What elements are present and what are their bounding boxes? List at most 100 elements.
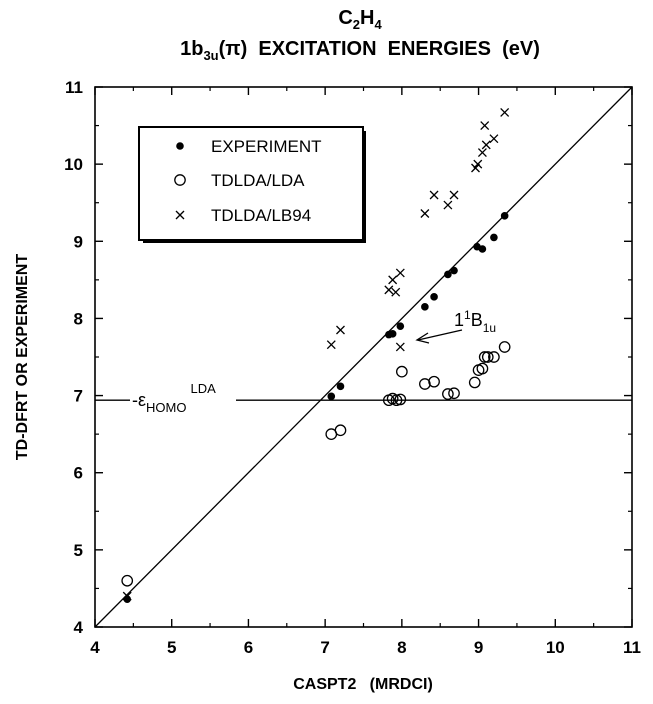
chart-title: 1b3u(π) EXCITATION ENERGIES (eV) (180, 38, 540, 63)
data-point-tdlda-lda (478, 351, 491, 363)
cross-stroke (395, 342, 405, 352)
data-point-experiment (500, 212, 509, 220)
data-point-tdlda-lda (468, 376, 481, 389)
x-tick-label: 10 (546, 638, 565, 657)
cross-stroke (420, 209, 430, 218)
legend-box-shadow (362, 131, 366, 243)
series-tdlda-lda (121, 341, 511, 587)
legend-box-shadow-bottom (143, 239, 366, 243)
data-point-tdlda-lda (390, 394, 403, 407)
hline-label: -εHOMOLDA (130, 378, 236, 415)
data-point-tdlda-lb94 (122, 591, 132, 601)
cross-stroke (122, 591, 132, 601)
data-point-tdlda-lda (488, 351, 500, 363)
y-tick-label: 4 (74, 618, 84, 637)
legend-item-experiment: EXPERIMENT (176, 137, 322, 156)
data-point-experiment (327, 392, 336, 401)
data-point-tdlda-lda (448, 387, 460, 400)
x-tick-label: 11 (623, 638, 641, 657)
data-point-tdlda-lda (394, 393, 407, 406)
data-point-experiment (478, 245, 487, 253)
data-point-tdlda-lb94 (420, 209, 430, 218)
cross-stroke (443, 200, 453, 210)
cross-stroke (429, 190, 439, 200)
data-point-tdlda-lb94 (388, 275, 398, 285)
cross-stroke (391, 287, 401, 297)
y-tick-label: 9 (74, 232, 83, 251)
x-tick-label: 5 (167, 638, 176, 657)
data-point-tdlda-lda (396, 365, 408, 378)
x-axis-label: CASPT2 (MRDCI) (293, 676, 433, 693)
x-tick-label: 4 (90, 638, 100, 657)
legend-marker-open-circle (174, 174, 186, 186)
cross-stroke (473, 159, 483, 169)
data-point-tdlda-lda (428, 375, 440, 388)
data-point-tdlda-lb94 (500, 107, 510, 117)
axis-ticks: 4 5 6 7 8 9 10 11 4 5 6 7 8 9 10 11 (64, 78, 641, 657)
annotation-arrow (415, 329, 463, 344)
data-point-tdlda-lb94 (477, 148, 487, 158)
cross-stroke (500, 107, 510, 117)
y-tick-label: 8 (74, 309, 83, 328)
data-point-experiment (421, 303, 429, 311)
data-point-tdlda-lb94 (391, 287, 401, 297)
x-tick-label: 9 (474, 638, 483, 657)
data-point-tdlda-lda (334, 424, 347, 437)
x-tick-label: 8 (397, 638, 406, 657)
data-point-tdlda-lda (498, 341, 511, 353)
y-axis-label: TD-DFRT OR EXPERIMENT (14, 254, 31, 460)
legend-item-tdlda-lb94: TDLDA/LB94 (175, 206, 311, 225)
data-point-experiment (336, 382, 345, 391)
legend: EXPERIMENT TDLDA/LDA TDLDA/LB94 (138, 126, 366, 243)
hline-label-background (130, 378, 236, 414)
data-point-tdlda-lda (476, 362, 489, 375)
cross-stroke (395, 268, 405, 278)
data-point-experiment (444, 270, 452, 279)
data-point-tdlda-lda (121, 574, 134, 587)
legend-label-experiment: EXPERIMENT (211, 137, 322, 156)
y-tick-label: 7 (74, 387, 83, 406)
data-point-tdlda-lb94 (443, 200, 453, 210)
diagonal-line (94, 86, 633, 628)
series-tdlda-lb94 (122, 107, 510, 601)
data-point-experiment (430, 293, 438, 301)
y-tick-label: 6 (74, 464, 83, 483)
cross-stroke (489, 134, 499, 144)
data-point-tdlda-lb94 (480, 121, 490, 131)
data-point-tdlda-lb94 (473, 159, 483, 169)
data-point-tdlda-lda (481, 351, 494, 363)
legend-label-tdlda-lb94: TDLDA/LB94 (211, 206, 311, 225)
cross-stroke (388, 275, 398, 285)
data-point-tdlda-lb94 (489, 134, 499, 144)
cross-stroke (336, 325, 345, 335)
legend-label-tdlda-lda: TDLDA/LDA (211, 171, 305, 190)
data-point-experiment (450, 266, 458, 275)
cross-stroke (480, 121, 490, 131)
legend-item-tdlda-lda: TDLDA/LDA (174, 171, 305, 190)
x-tick-label: 7 (320, 638, 329, 657)
x-tick-label: 6 (244, 638, 253, 657)
chart-title-formula: C2H4 (338, 7, 382, 32)
data-point-experiment (490, 233, 498, 242)
data-point-tdlda-lb94 (449, 190, 459, 200)
data-point-tdlda-lb94 (429, 190, 439, 200)
data-point-experiment (396, 322, 405, 330)
y-tick-label: 11 (65, 78, 83, 97)
cross-stroke (326, 340, 336, 350)
data-point-experiment (388, 330, 397, 338)
legend-marker-filled-circle (176, 142, 184, 150)
y-tick-label: 10 (64, 155, 83, 174)
data-point-tdlda-lb94 (481, 140, 491, 150)
annotation-label: 11B1u (454, 308, 496, 335)
data-points (121, 107, 511, 604)
data-point-tdlda-lb94 (336, 325, 345, 335)
data-point-tdlda-lb94 (326, 340, 336, 350)
cross-stroke (384, 285, 394, 295)
cross-stroke (477, 148, 487, 158)
data-point-tdlda-lb94 (384, 285, 394, 295)
data-point-tdlda-lda (442, 388, 454, 400)
y-tick-label: 5 (74, 541, 83, 560)
cross-stroke (449, 190, 459, 200)
data-point-tdlda-lb94 (395, 342, 405, 352)
